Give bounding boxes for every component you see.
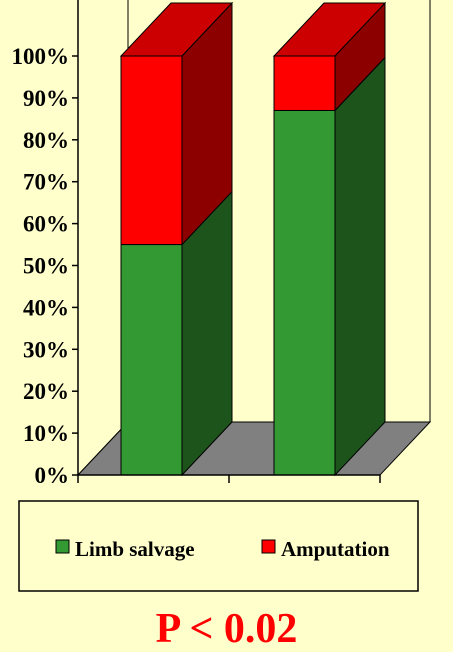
p-value-annotation: P < 0.02 — [155, 606, 298, 652]
y-tick-label: 80% — [23, 128, 69, 153]
y-tick-label: 20% — [23, 379, 69, 404]
legend-swatch — [55, 539, 70, 554]
legend-label: Limb salvage — [75, 537, 195, 561]
y-tick-label: 60% — [23, 212, 69, 237]
legend: Limb salvage Amputation — [18, 500, 419, 592]
y-tick-label: 90% — [23, 86, 69, 111]
chart-bars — [119, 1, 387, 477]
y-tick-label: 50% — [23, 254, 69, 279]
legend-swatch — [261, 539, 276, 554]
bar-amputation-0 — [119, 1, 234, 246]
bar-amputation-1 — [272, 1, 387, 112]
bar-limb-salvage-1 — [273, 56, 386, 477]
y-tick-label: 100% — [12, 44, 70, 69]
legend-box — [18, 500, 419, 592]
y-tick-labels: 0% 10% 20% 30% 40% 50% 60% 70% 80% 90% 100% — [12, 44, 70, 488]
y-tick-label: 40% — [23, 295, 69, 320]
y-tick-label: 0% — [35, 463, 70, 488]
chart-axes — [72, 0, 381, 483]
legend-label: Amputation — [281, 537, 390, 561]
y-tick-label: 30% — [23, 337, 69, 362]
y-tick-label: 10% — [23, 421, 69, 446]
y-tick-label: 70% — [23, 170, 69, 195]
